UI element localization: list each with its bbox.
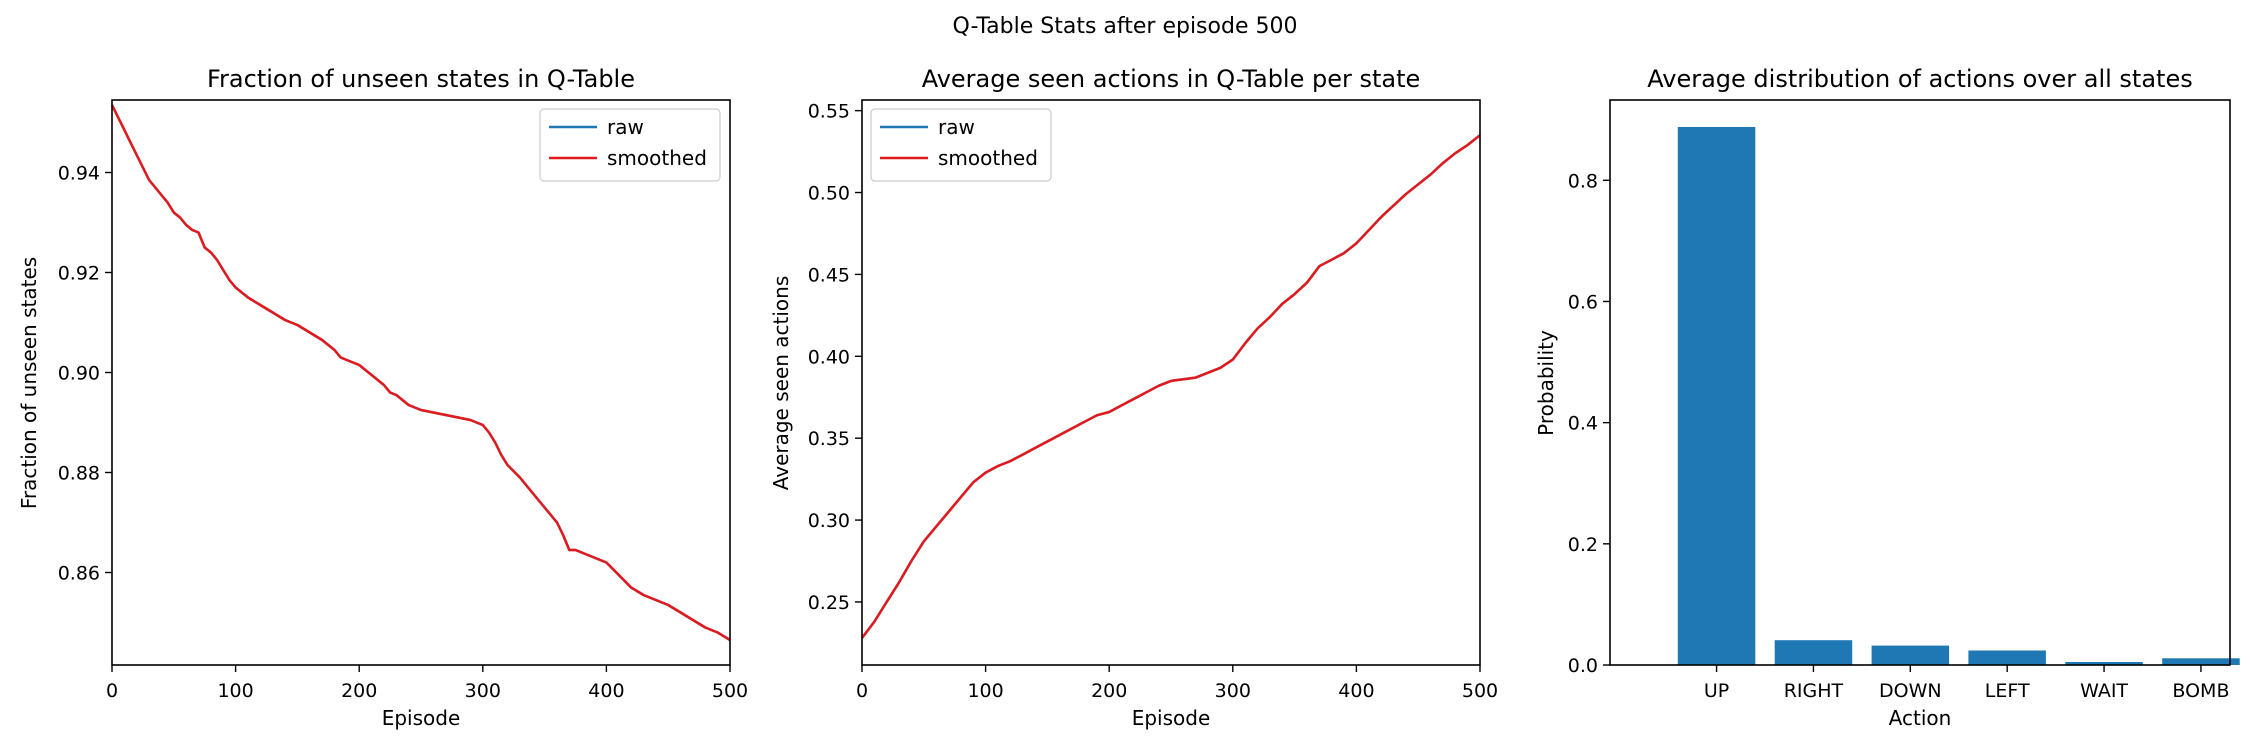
- panel-unseen-states: Fraction of unseen states in Q-Table 0 10…: [17, 65, 748, 730]
- p2-ytick-label: 0.40: [808, 346, 850, 368]
- p1-ytick-label: 0.92: [58, 263, 100, 285]
- panel-3-bars: [1677, 127, 2240, 665]
- panel-2-axes-frame: [861, 99, 1481, 666]
- p2-xtick-label: 300: [1215, 680, 1251, 702]
- panel-1-xlabel: Episode: [382, 706, 461, 730]
- p1-xtick-label: 200: [341, 680, 377, 702]
- bar-left: [1968, 650, 2046, 665]
- p2-xtick-label: 200: [1091, 680, 1127, 702]
- panel-1-legend-smoothed-label: smoothed: [607, 146, 707, 170]
- bar-down: [1871, 645, 1950, 665]
- p3-ytick-label: 0.8: [1568, 170, 1598, 192]
- p3-xtick-label: BOMB: [2172, 680, 2229, 702]
- bar-up: [1677, 127, 1756, 665]
- p3-xtick-label: LEFT: [1985, 680, 2030, 702]
- p3-ytick-label: 0.0: [1568, 655, 1598, 677]
- figure-suptitle: Q-Table Stats after episode 500: [953, 14, 1298, 39]
- panel-2-legend: raw smoothed: [870, 108, 1052, 182]
- p3-ytick-label: 0.4: [1568, 413, 1598, 435]
- p2-ytick-label: 0.50: [808, 183, 850, 205]
- panel-2-ylabel: Average seen actions: [769, 276, 793, 491]
- p2-series-smoothed: [861, 134, 1481, 639]
- bar-bomb: [2162, 658, 2240, 665]
- panel-3-ylabel: Probability: [1534, 330, 1558, 436]
- p2-ytick-label: 0.35: [808, 428, 850, 450]
- p1-ytick-label: 0.94: [58, 163, 100, 185]
- panel-1-legend-raw-label: raw: [607, 115, 644, 139]
- panel-seen-actions: Average seen actions in Q-Table per stat…: [769, 65, 1498, 730]
- panel-1-ticks: 0 100 200 300 400 500 0.86 0.88 0.90 0.92 0.94: [58, 163, 748, 703]
- panel-1-axes-frame: [111, 99, 731, 666]
- panel-1-lines: [110, 104, 731, 642]
- panel-1-title: Fraction of unseen states in Q-Table: [207, 65, 635, 93]
- p2-ytick-label: 0.55: [808, 101, 850, 123]
- p2-xtick-label: 0: [856, 680, 868, 702]
- p3-xtick-label: RIGHT: [1784, 680, 1844, 702]
- panel-3-ticks: UP RIGHT DOWN LEFT WAIT BOMB 0.0 0.2 0.4 0.6 0.8: [1568, 170, 2230, 702]
- p3-xtick-label: DOWN: [1879, 680, 1942, 702]
- panel-1-ylabel: Fraction of unseen states: [17, 257, 41, 509]
- panel-3-axes-frame: [1609, 99, 2231, 666]
- p3-xtick-label: WAIT: [2080, 680, 2128, 702]
- bar-right: [1774, 640, 1853, 665]
- panel-1-legend: raw smoothed: [539, 108, 721, 182]
- p1-xtick-label: 100: [217, 680, 253, 702]
- p1-ytick-label: 0.86: [58, 563, 100, 585]
- panel-3-xlabel: Action: [1889, 706, 1952, 730]
- panel-2-xlabel: Episode: [1132, 706, 1211, 730]
- p3-ytick-label: 0.6: [1568, 291, 1598, 313]
- panel-2-lines: [861, 134, 1481, 639]
- panel-2-ticks: 0 100 200 300 400 500 0.25 0.30 0.35 0.40 0.45 0.50…: [808, 101, 1498, 702]
- p2-xtick-label: 100: [967, 680, 1003, 702]
- panel-3-title: Average distribution of actions over all…: [1647, 65, 2192, 93]
- p3-xtick-label: UP: [1704, 680, 1729, 702]
- p2-xtick-label: 500: [1462, 680, 1498, 702]
- p2-ytick-label: 0.30: [808, 510, 850, 532]
- p2-ytick-label: 0.45: [808, 264, 850, 286]
- p1-xtick-label: 300: [465, 680, 501, 702]
- panel-action-distribution: Average distribution of actions over all…: [1534, 65, 2240, 730]
- p3-ytick-label: 0.2: [1568, 534, 1598, 556]
- p2-xtick-label: 400: [1338, 680, 1374, 702]
- p2-ytick-label: 0.25: [808, 592, 850, 614]
- p1-xtick-label: 0: [106, 680, 118, 702]
- p1-ytick-label: 0.88: [58, 463, 100, 485]
- p1-xtick-label: 500: [712, 680, 748, 702]
- bar-wait: [2065, 662, 2143, 665]
- p1-xtick-label: 400: [588, 680, 624, 702]
- p1-ytick-label: 0.90: [58, 363, 100, 385]
- p1-series-smoothed: [110, 104, 731, 642]
- panel-2-legend-raw-label: raw: [938, 115, 975, 139]
- panel-2-title: Average seen actions in Q-Table per stat…: [922, 65, 1421, 93]
- panel-2-legend-smoothed-label: smoothed: [938, 146, 1038, 170]
